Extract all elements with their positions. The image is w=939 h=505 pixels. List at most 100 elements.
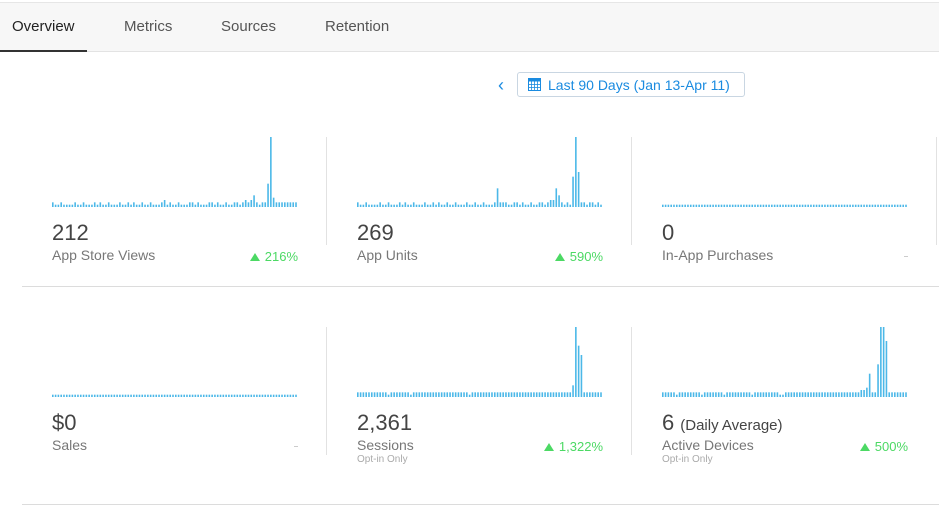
sparkline-bar xyxy=(460,204,463,207)
sparkline-bar xyxy=(261,394,264,397)
metric-card-sales[interactable]: $0 Sales xyxy=(52,326,298,466)
sparkline-bar xyxy=(796,392,798,397)
sparkline-bar xyxy=(63,394,65,397)
tab-retention[interactable]: Retention xyxy=(325,18,390,35)
sparkline-bar xyxy=(401,392,404,397)
sparkline-bar xyxy=(474,202,477,207)
sparkline-bar xyxy=(261,202,264,207)
sparkline-bar xyxy=(771,392,773,397)
sparkline-bar xyxy=(485,392,488,397)
chevron-left-icon[interactable]: ‹ xyxy=(498,75,504,95)
sparkline-bar xyxy=(896,204,899,207)
sparkline-bar xyxy=(521,392,524,397)
sparkline-bar xyxy=(787,392,790,397)
sparkline-bar xyxy=(54,394,57,397)
sparkline-bar xyxy=(597,202,600,207)
sparkline-bar xyxy=(740,392,742,397)
sparkline-bar xyxy=(544,392,546,397)
sparkline-bar xyxy=(127,394,130,397)
sparkline-bar xyxy=(284,394,286,397)
sparkline-bar xyxy=(793,392,795,397)
sparkline-bar xyxy=(365,202,367,207)
sparkline-bar xyxy=(175,204,177,207)
sparkline-bar xyxy=(698,204,700,207)
sparkline-bar xyxy=(762,392,765,397)
sparkline-bar xyxy=(541,202,544,207)
sparkline-bar xyxy=(594,204,597,207)
sparkline-bar xyxy=(222,394,225,397)
sparkline-bar xyxy=(158,394,160,397)
sparkline-bar xyxy=(507,392,510,397)
sparkline-bar xyxy=(771,204,773,207)
sparkline-bar xyxy=(457,204,460,207)
tab-overview[interactable]: Overview xyxy=(0,3,86,52)
sparkline-bar xyxy=(678,392,681,397)
metric-card-sessions[interactable]: 2,361 Sessions Opt-in Only 1,322% xyxy=(357,326,603,466)
sparkline-bar xyxy=(186,204,188,207)
sparkline-bar xyxy=(292,202,295,207)
metric-card-in-app-purchases[interactable]: 0 In-App Purchases xyxy=(662,136,908,276)
sparkline-bar xyxy=(807,204,809,207)
sparkline-bar xyxy=(105,204,107,207)
sparkline-bar xyxy=(264,202,267,207)
sparkline-bar xyxy=(272,394,275,397)
sparkline-bar xyxy=(852,392,854,397)
sparkline-bar xyxy=(228,394,230,397)
metric-card-app-store-views[interactable]: 212 App Store Views 216% xyxy=(52,136,298,276)
sparkline-bar xyxy=(563,204,566,207)
sparkline-bar xyxy=(586,204,588,207)
sparkline-bar xyxy=(715,392,717,397)
sparkline-bar xyxy=(824,392,826,397)
sparkline-bar xyxy=(191,202,194,207)
sparkline-bar xyxy=(79,394,82,397)
sparkline-bar xyxy=(424,202,426,207)
sparkline-bar xyxy=(82,202,85,207)
tab-sources[interactable]: Sources xyxy=(221,18,277,35)
sparkline-bar xyxy=(720,204,723,207)
sparkline-bar xyxy=(860,390,863,397)
sparkline-bar xyxy=(233,202,236,207)
sparkline-bar xyxy=(163,200,166,207)
sparkline-bar xyxy=(516,392,518,397)
sparkline-bar xyxy=(284,202,286,207)
sparkline-bar xyxy=(468,394,471,397)
sparkline-bar xyxy=(572,176,574,207)
date-range-button[interactable]: Last 90 Days (Jan 13-Apr 11) xyxy=(517,72,745,97)
sparkline-bar xyxy=(776,204,779,207)
sparkline-bar xyxy=(281,394,283,397)
sparkline-bar xyxy=(815,204,818,207)
sparkline-bar xyxy=(398,202,401,207)
sparkline-bar xyxy=(891,204,893,207)
tab-metrics[interactable]: Metrics xyxy=(124,18,173,35)
sparkline-bar xyxy=(902,204,905,207)
sparkline-bar xyxy=(281,202,283,207)
sparkline-bar xyxy=(242,394,244,397)
sparkline-bar xyxy=(687,392,689,397)
date-range-label: Last 90 Days (Jan 13-Apr 11) xyxy=(548,76,730,93)
sparkline-bar xyxy=(407,204,409,207)
sparkline-bar xyxy=(202,204,205,207)
sparkline-bar xyxy=(96,204,99,207)
sparkline-bar xyxy=(673,392,675,397)
sparkline-bar xyxy=(586,392,588,397)
sparkline-bar xyxy=(894,204,896,207)
sparkline-bar xyxy=(902,392,905,397)
sparkline-bar xyxy=(278,202,281,207)
sparkline-bar xyxy=(253,195,255,207)
sparkline-bar xyxy=(230,394,233,397)
sparkline-bar xyxy=(662,204,664,207)
sparkline-bar xyxy=(591,392,594,397)
sparkline-bar xyxy=(681,392,684,397)
trend-up-icon xyxy=(249,252,260,261)
metric-card-app-units[interactable]: 269 App Units 590% xyxy=(357,136,603,276)
sparkline-bar xyxy=(272,197,275,207)
metric-card-active-devices[interactable]: 6 (Daily Average) Active Devices Opt-in O… xyxy=(662,326,908,466)
sparkline-bar xyxy=(857,204,860,207)
sparkline-bar xyxy=(77,394,79,397)
sparkline-bar xyxy=(415,204,418,207)
sparkline-bar xyxy=(200,204,202,207)
sparkline-bar xyxy=(852,204,854,207)
sparkline-bar xyxy=(88,394,90,397)
sparkline-bar xyxy=(533,204,535,207)
metric-sublabel: Opt-in Only xyxy=(357,454,408,465)
